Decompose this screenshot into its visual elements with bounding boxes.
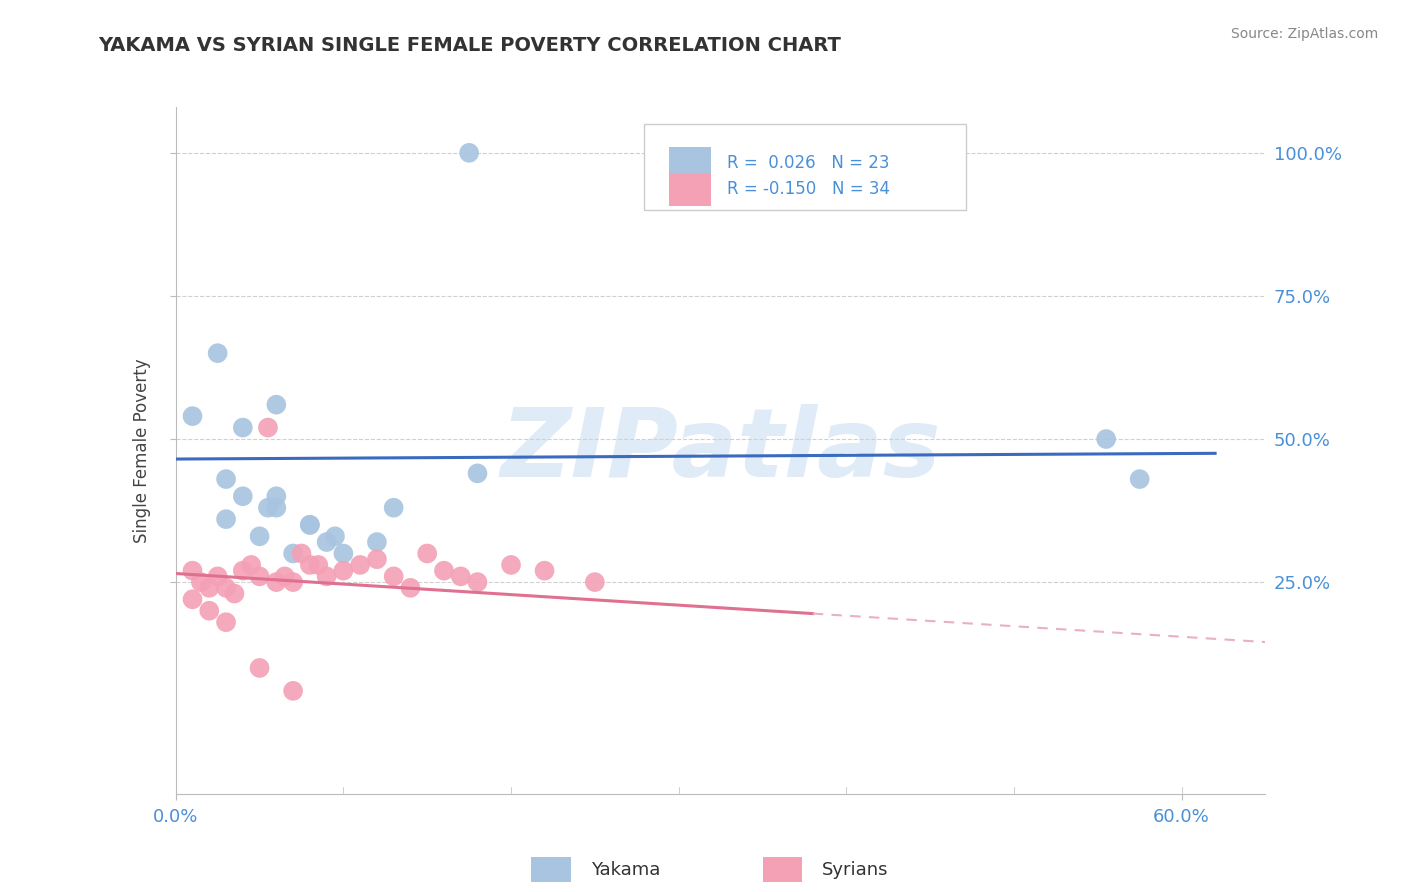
Y-axis label: Single Female Poverty: Single Female Poverty bbox=[132, 359, 150, 542]
Point bbox=[232, 489, 254, 503]
Point bbox=[257, 500, 280, 515]
Point bbox=[467, 575, 489, 590]
Point bbox=[382, 500, 405, 515]
Point bbox=[274, 569, 297, 583]
Point bbox=[215, 512, 238, 526]
Text: Yakama: Yakama bbox=[591, 861, 659, 879]
FancyBboxPatch shape bbox=[644, 124, 966, 211]
Point bbox=[533, 564, 555, 578]
Point bbox=[266, 489, 288, 503]
Point bbox=[315, 535, 337, 549]
Point bbox=[450, 569, 472, 583]
Point bbox=[266, 575, 288, 590]
Point bbox=[416, 546, 439, 561]
Text: Source: ZipAtlas.com: Source: ZipAtlas.com bbox=[1230, 27, 1378, 41]
Point bbox=[298, 517, 321, 532]
Point bbox=[266, 398, 288, 412]
Point bbox=[190, 575, 212, 590]
Point bbox=[181, 564, 204, 578]
Point bbox=[249, 529, 271, 543]
Point bbox=[332, 546, 354, 561]
Text: Syrians: Syrians bbox=[821, 861, 889, 879]
Point bbox=[198, 604, 221, 618]
Point bbox=[215, 472, 238, 486]
Point bbox=[467, 467, 489, 481]
Text: YAKAMA VS SYRIAN SINGLE FEMALE POVERTY CORRELATION CHART: YAKAMA VS SYRIAN SINGLE FEMALE POVERTY C… bbox=[98, 36, 841, 54]
Point bbox=[323, 529, 346, 543]
Point bbox=[433, 564, 456, 578]
Text: ZIPatlas: ZIPatlas bbox=[501, 404, 941, 497]
Point bbox=[249, 569, 271, 583]
Text: R =  0.026   N = 23: R = 0.026 N = 23 bbox=[727, 154, 890, 172]
Point bbox=[315, 569, 337, 583]
Point bbox=[366, 552, 388, 566]
Bar bbox=[669, 146, 711, 179]
Point bbox=[281, 546, 304, 561]
Point bbox=[224, 586, 246, 600]
Point bbox=[207, 346, 229, 360]
Point bbox=[298, 517, 321, 532]
Bar bbox=[669, 173, 711, 206]
Point bbox=[382, 569, 405, 583]
Point bbox=[281, 575, 304, 590]
Bar bbox=[762, 857, 801, 882]
Point bbox=[198, 581, 221, 595]
Point bbox=[181, 592, 204, 607]
Point bbox=[232, 420, 254, 434]
Point bbox=[298, 558, 321, 572]
Point bbox=[232, 564, 254, 578]
Point bbox=[240, 558, 263, 572]
Text: R = -0.150   N = 34: R = -0.150 N = 34 bbox=[727, 180, 890, 198]
Point bbox=[249, 661, 271, 675]
Point bbox=[366, 535, 388, 549]
Point bbox=[458, 145, 481, 160]
Point bbox=[307, 558, 329, 572]
Point bbox=[207, 569, 229, 583]
Point bbox=[257, 420, 280, 434]
Point bbox=[499, 558, 522, 572]
Point bbox=[266, 500, 288, 515]
Point bbox=[332, 564, 354, 578]
Point bbox=[215, 615, 238, 630]
Bar bbox=[531, 857, 571, 882]
Point bbox=[215, 581, 238, 595]
Point bbox=[1129, 472, 1152, 486]
Point bbox=[399, 581, 422, 595]
Point bbox=[583, 575, 606, 590]
Point bbox=[281, 684, 304, 698]
Point bbox=[181, 409, 204, 424]
Point bbox=[1095, 432, 1118, 446]
Point bbox=[290, 546, 312, 561]
Point bbox=[349, 558, 371, 572]
